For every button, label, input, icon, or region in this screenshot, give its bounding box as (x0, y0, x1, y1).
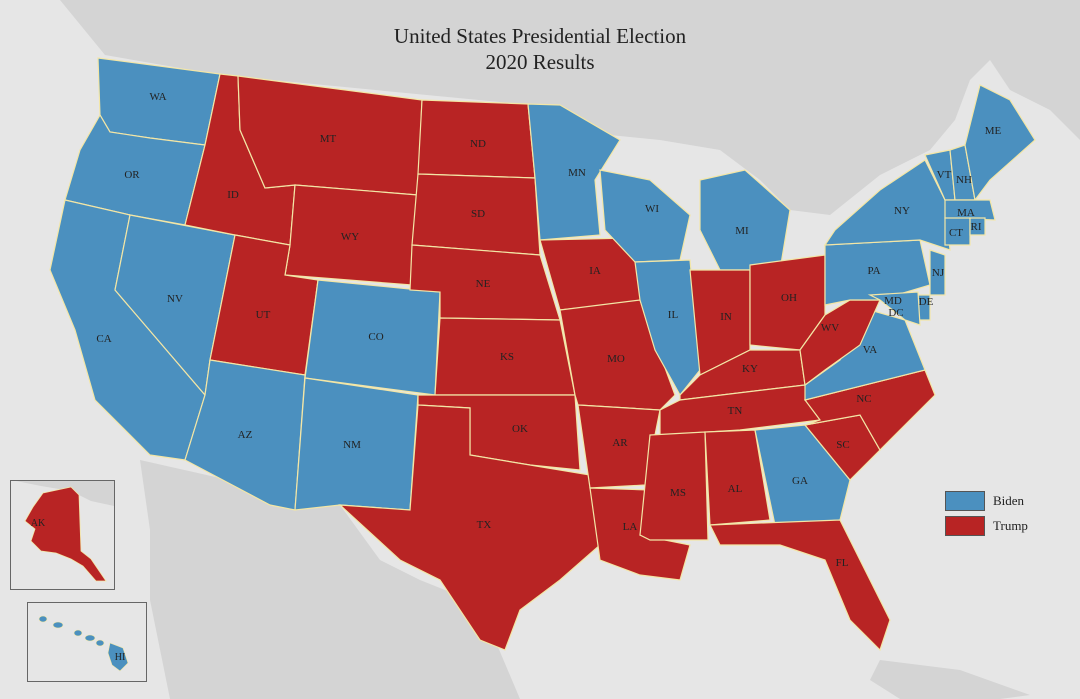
label-AL: AL (728, 483, 743, 495)
state-CT (944, 217, 971, 246)
label-DC: DC (888, 307, 903, 319)
label-NM: NM (343, 439, 361, 451)
label-MA: MA (957, 207, 975, 219)
label-NY: NY (894, 205, 910, 217)
label-NV: NV (167, 293, 183, 305)
label-OR: OR (124, 169, 140, 181)
label-IL: IL (668, 309, 679, 321)
state-MS (639, 431, 709, 541)
label-MT: MT (320, 133, 337, 145)
canada-land (60, 0, 1080, 215)
state-AK (24, 486, 107, 582)
label-KS: KS (500, 351, 514, 363)
mexico-land (140, 460, 520, 699)
map-title: United States Presidential Election (393, 24, 687, 48)
label-OK: OK (512, 423, 528, 435)
label-SD: SD (471, 208, 485, 220)
label-OH: OH (781, 292, 797, 304)
legend-item-trump: Trump (945, 515, 1028, 537)
cuba-land (870, 660, 1030, 699)
state-MD (867, 291, 921, 326)
hawaii-inset: HI (27, 602, 147, 682)
label-ID: ID (227, 189, 239, 201)
label-LA: LA (623, 521, 638, 533)
label-GA: GA (792, 475, 808, 487)
label-CO: CO (368, 331, 383, 343)
state-TX (338, 404, 601, 651)
label-DE: DE (919, 296, 934, 308)
state-labels: WA OR CA NV ID MT WY UT AZ CO NM ND SD N… (96, 91, 1001, 569)
label-WV: WV (821, 322, 839, 334)
label-KY: KY (742, 363, 758, 375)
label-CA: CA (96, 333, 111, 345)
hawaii-shape: HI (38, 615, 129, 672)
label-AR: AR (612, 437, 628, 449)
label-SC: SC (836, 439, 849, 451)
label-WI: WI (645, 203, 659, 215)
label-WY: WY (341, 231, 359, 243)
state-MA (944, 199, 996, 221)
state-AL (704, 429, 771, 526)
label-FL: FL (836, 557, 849, 569)
label-RI: RI (971, 221, 982, 233)
state-MN (527, 103, 621, 241)
legend-label-biden: Biden (993, 493, 1025, 508)
state-HI (38, 615, 129, 672)
label-IA: IA (589, 265, 601, 277)
label-ME: ME (985, 125, 1002, 137)
label-VT: VT (937, 169, 952, 181)
map-subtitle: 2020 Results (485, 50, 595, 74)
label-CT: CT (949, 227, 963, 239)
biden-swatch (945, 491, 985, 511)
label-NH: NH (956, 174, 972, 186)
label-NC: NC (856, 393, 871, 405)
label-IN: IN (720, 311, 732, 323)
label-MS: MS (670, 487, 686, 499)
legend-label-trump: Trump (993, 518, 1028, 533)
map-legend: Biden Trump (945, 490, 1028, 540)
label-MD: MD (884, 295, 902, 307)
alaska-shape: AK (16, 481, 114, 582)
alaska-inset: AK (10, 480, 115, 590)
state-WY (284, 184, 419, 286)
state-WV (799, 299, 881, 387)
legend-item-biden: Biden (945, 490, 1028, 512)
state-ME (964, 84, 1036, 202)
label-NJ: NJ (932, 267, 945, 279)
label-TX: TX (477, 519, 492, 531)
trump-swatch (945, 516, 985, 536)
label-WA: WA (149, 91, 166, 103)
state-FL (709, 519, 891, 652)
label-UT: UT (256, 309, 271, 321)
state-GA (754, 424, 851, 526)
label-AK: AK (31, 518, 46, 529)
label-NE: NE (476, 278, 491, 290)
label-MN: MN (568, 167, 586, 179)
state-NJ (929, 249, 946, 296)
state-NC (803, 369, 936, 451)
label-AZ: AZ (238, 429, 253, 441)
label-VA: VA (863, 344, 878, 356)
label-ND: ND (470, 138, 486, 150)
label-HI: HI (115, 652, 126, 663)
label-TN: TN (728, 405, 743, 417)
label-PA: PA (867, 265, 880, 277)
label-MI: MI (735, 225, 749, 237)
state-RI (969, 217, 986, 236)
label-MO: MO (607, 353, 625, 365)
